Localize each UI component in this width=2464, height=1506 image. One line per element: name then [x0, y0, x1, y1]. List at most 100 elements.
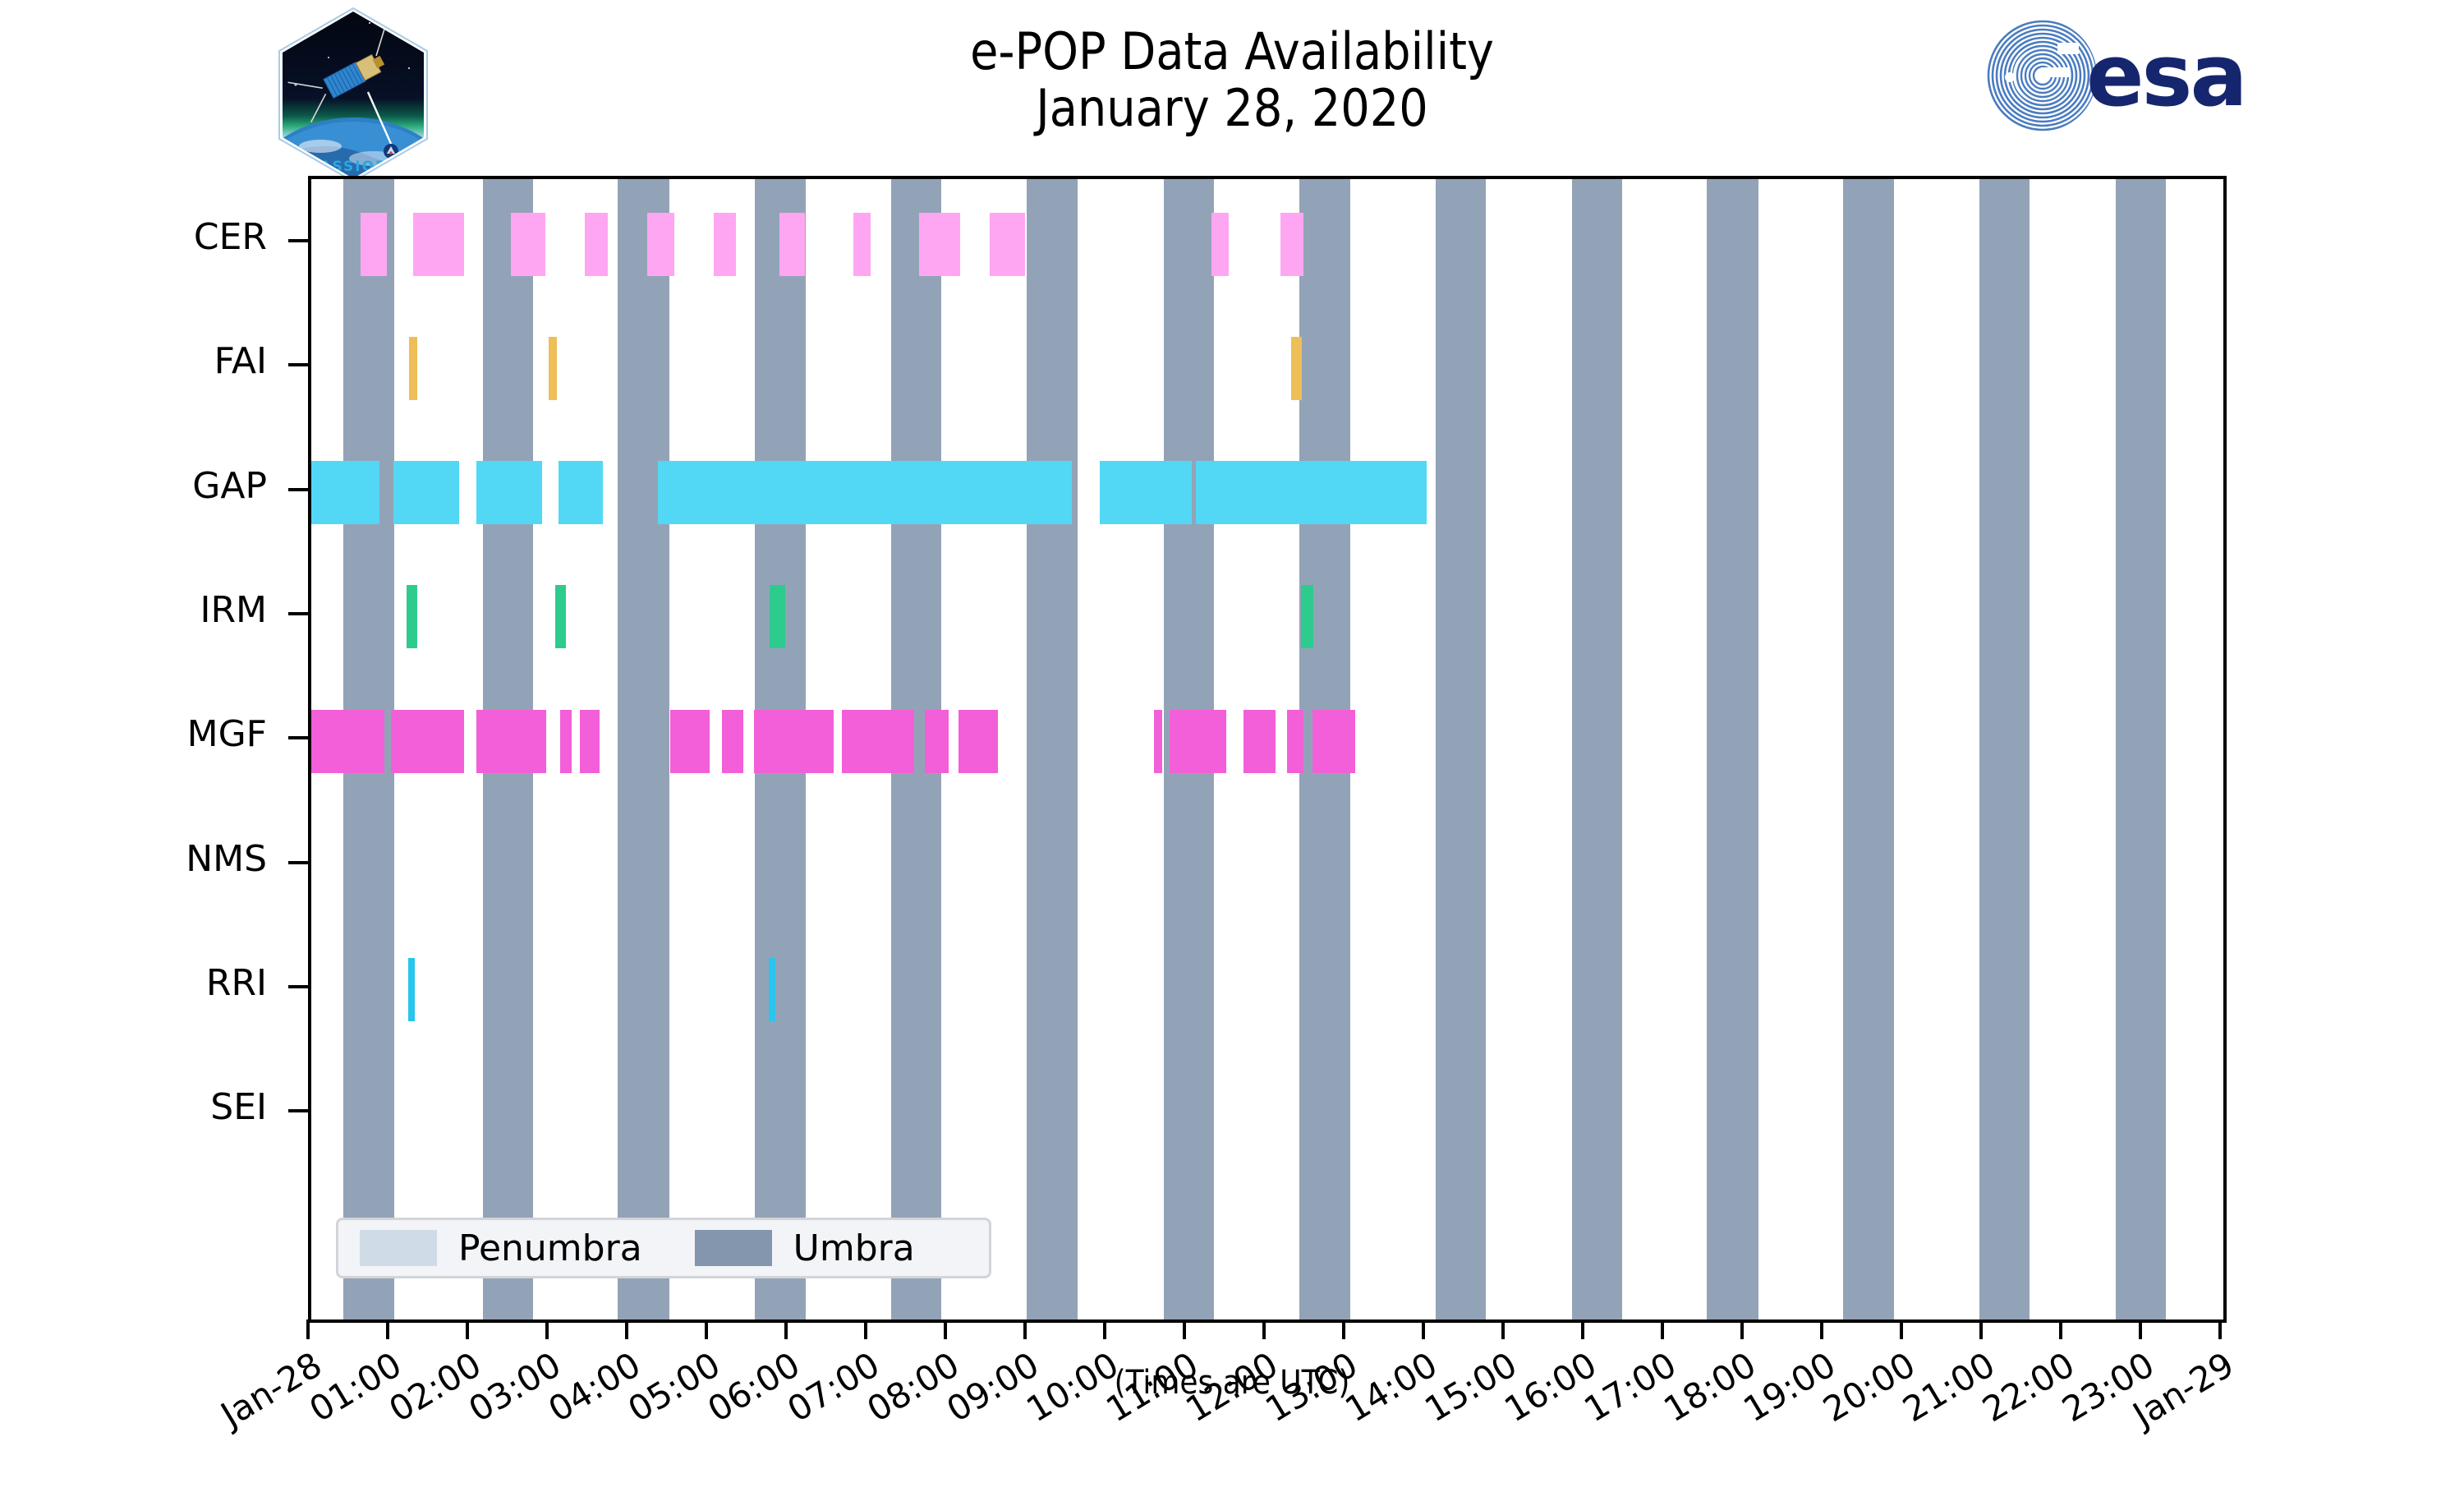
- x-tick: [1262, 1319, 1266, 1339]
- y-tick: [288, 736, 308, 740]
- x-tick: [944, 1319, 947, 1339]
- x-tick: [1740, 1319, 1744, 1339]
- x-tick: [1979, 1319, 1983, 1339]
- bar-cer: [510, 212, 546, 276]
- x-tick: [466, 1319, 469, 1339]
- bar-cer: [361, 212, 388, 276]
- x-tick: [1501, 1319, 1505, 1339]
- y-tick: [288, 363, 308, 367]
- x-tick: [1023, 1319, 1027, 1339]
- bar-mgf: [391, 709, 465, 773]
- y-tick-label-cer: CER: [193, 216, 267, 258]
- bar-gap: [1195, 461, 1427, 525]
- x-tick: [1820, 1319, 1823, 1339]
- bar-fai: [1291, 336, 1302, 400]
- umbra-band: [1979, 179, 2030, 1319]
- bar-cer: [1280, 212, 1303, 276]
- bar-irm: [1300, 585, 1314, 649]
- y-tick: [288, 487, 308, 491]
- umbra-band: [1027, 179, 1078, 1319]
- umbra-band: [1843, 179, 1895, 1319]
- title-line-2: January 28, 2020: [1036, 78, 1428, 139]
- x-tick: [1342, 1319, 1345, 1339]
- x-tick: [386, 1319, 389, 1339]
- svg-text:esa: esa: [2086, 25, 2246, 126]
- x-tick: [545, 1319, 549, 1339]
- bar-mgf: [721, 709, 743, 773]
- page-title: e-POP Data Availability January 28, 2020: [0, 23, 2464, 137]
- umbra-band: [1707, 179, 1758, 1319]
- bar-mgf: [1154, 709, 1162, 773]
- x-axis-title: (Times are UTC): [1114, 1364, 1350, 1402]
- x-tick: [1661, 1319, 1664, 1339]
- bar-gap: [558, 461, 603, 525]
- bar-mgf: [476, 709, 547, 773]
- bar-gap: [657, 461, 1073, 525]
- x-tick: [2218, 1319, 2222, 1339]
- bar-fai: [549, 336, 557, 400]
- bar-rri: [768, 958, 776, 1022]
- umbra-band: [2116, 179, 2167, 1319]
- y-tick-label-mgf: MGF: [186, 713, 267, 756]
- bar-mgf: [842, 709, 915, 773]
- y-tick-label-nms: NMS: [186, 837, 267, 880]
- bar-gap: [1100, 461, 1192, 525]
- bar-gap: [311, 461, 380, 525]
- x-tick: [625, 1319, 628, 1339]
- bar-mgf: [958, 709, 999, 773]
- x-tick: [1900, 1319, 1903, 1339]
- umbra-band: [1571, 179, 1622, 1319]
- bar-cer: [919, 212, 960, 276]
- x-tick: [2059, 1319, 2062, 1339]
- bar-mgf: [669, 709, 710, 773]
- bar-irm: [769, 585, 786, 649]
- umbra-band: [1435, 179, 1486, 1319]
- bar-mgf: [311, 709, 385, 773]
- x-tick: [1103, 1319, 1106, 1339]
- cassiope-logo: CASSIOPE: [271, 7, 435, 183]
- bar-mgf: [1312, 709, 1355, 773]
- x-tick: [2139, 1319, 2142, 1339]
- bar-fai: [409, 336, 417, 400]
- x-tick: [1183, 1319, 1186, 1339]
- y-tick: [288, 611, 308, 615]
- bar-rri: [408, 958, 416, 1022]
- y-tick-label-gap: GAP: [192, 464, 267, 507]
- bar-cer: [990, 212, 1026, 276]
- y-tick: [288, 984, 308, 988]
- x-tick: [306, 1319, 310, 1339]
- chart-legend: Penumbra Umbra: [336, 1218, 991, 1278]
- chart-canvas: [311, 179, 2223, 1319]
- x-tick: [784, 1319, 788, 1339]
- title-line-1: e-POP Data Availability: [970, 21, 1494, 81]
- bar-cer: [647, 212, 675, 276]
- bar-cer: [584, 212, 608, 276]
- legend-swatch-umbra: [694, 1230, 772, 1266]
- esa-logo: esa: [1934, 18, 2296, 133]
- bar-cer: [1211, 212, 1230, 276]
- legend-item-umbra[interactable]: Umbra: [694, 1227, 968, 1269]
- bar-gap: [393, 461, 460, 525]
- y-tick: [288, 860, 308, 864]
- legend-item-penumbra[interactable]: Penumbra: [360, 1227, 695, 1269]
- y-tick-label-fai: FAI: [214, 340, 267, 383]
- bar-mgf: [924, 709, 949, 773]
- bar-gap: [476, 461, 543, 525]
- y-tick: [288, 239, 308, 242]
- bar-mgf: [559, 709, 572, 773]
- bar-mgf: [1287, 709, 1303, 773]
- y-tick: [288, 1109, 308, 1113]
- x-tick: [1422, 1319, 1425, 1339]
- bar-mgf: [1243, 709, 1276, 773]
- bar-mgf: [579, 709, 600, 773]
- y-tick-label-sei: SEI: [210, 1086, 267, 1129]
- legend-swatch-penumbra: [360, 1230, 437, 1266]
- legend-label: Umbra: [793, 1227, 915, 1269]
- bar-irm: [554, 585, 567, 649]
- bar-mgf: [754, 709, 834, 773]
- x-tick: [1581, 1319, 1584, 1339]
- y-tick-label-irm: IRM: [200, 588, 267, 631]
- bar-cer: [779, 212, 806, 276]
- bar-mgf: [1169, 709, 1226, 773]
